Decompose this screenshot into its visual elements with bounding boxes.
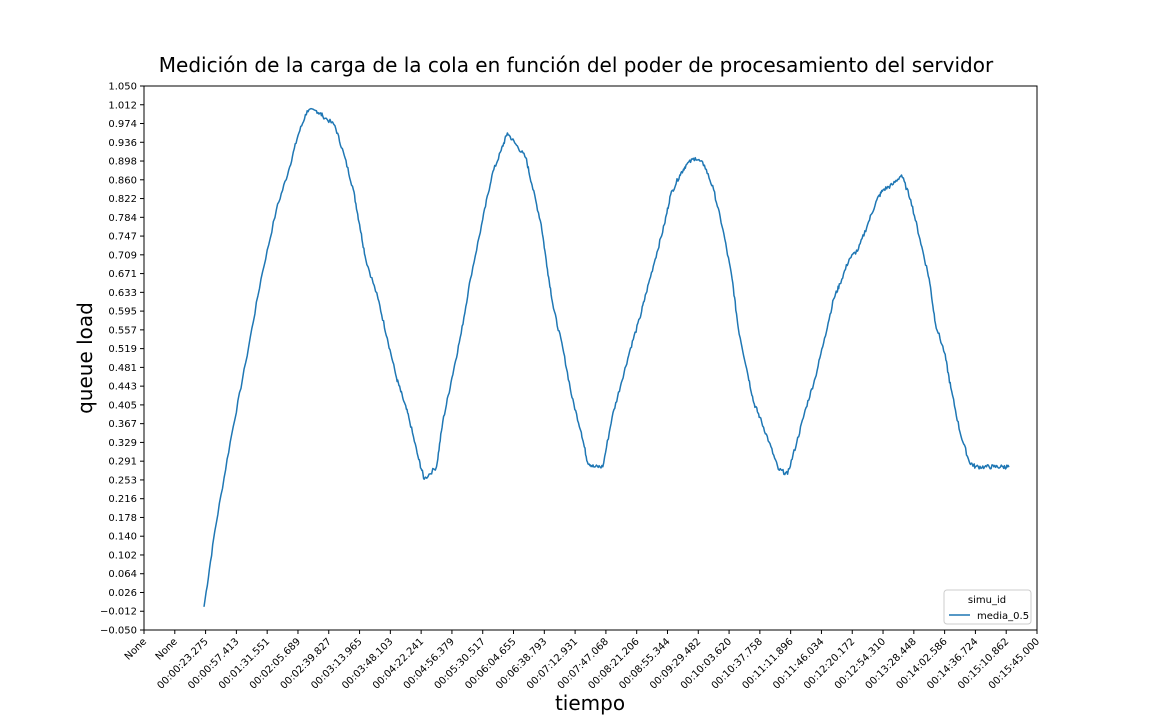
y-axis: −0.050 −0.012 0.026 0.064 0.102 0.140 0.178 0.2… [100, 82, 144, 637]
y-tick-label: 0.671 [108, 269, 137, 280]
legend: simu_id media_0.5 [943, 589, 1032, 625]
legend-title: simu_id [968, 595, 1006, 606]
y-tick-label: 0.140 [108, 532, 137, 543]
y-tick-label: 0.557 [108, 325, 137, 336]
y-axis-label: queue load [73, 302, 97, 414]
x-tick-label: None [123, 636, 149, 662]
series-layer [203, 107, 1010, 607]
y-tick-label: 1.012 [108, 100, 137, 111]
y-tick-label: 0.178 [108, 513, 137, 524]
y-tick-label: 0.253 [108, 475, 137, 486]
x-axis: None None00:00:23.27500:00:57.41300:01:31… [123, 630, 1042, 692]
y-tick-label: 0.064 [108, 569, 137, 580]
chart-title: Medición de la carga de la cola en funci… [159, 53, 994, 77]
y-tick-label: 0.784 [108, 213, 137, 224]
y-tick-label: 0.709 [108, 250, 137, 261]
y-tick-label: 0.974 [108, 119, 137, 130]
x-tick-label: None [154, 636, 180, 662]
y-tick-label: 0.443 [108, 382, 137, 393]
x-axis-label: tiempo [555, 691, 625, 715]
y-tick-label: 0.747 [108, 232, 137, 243]
y-tick-label: 0.860 [108, 175, 137, 186]
y-tick-label: 0.329 [108, 438, 137, 449]
legend-entry-label: media_0.5 [977, 611, 1029, 622]
y-tick-label: −0.050 [100, 626, 137, 637]
y-tick-label: 0.481 [108, 363, 137, 374]
y-tick-label: 0.595 [108, 307, 137, 318]
y-tick-label: 0.822 [108, 194, 137, 205]
y-tick-label: 0.633 [108, 288, 137, 299]
y-tick-label: 0.519 [108, 344, 137, 355]
y-tick-label: 0.291 [108, 457, 137, 468]
y-tick-label: 0.026 [108, 588, 137, 599]
y-tick-label: 1.050 [108, 82, 137, 93]
series-line-media_0.5 [203, 107, 1010, 607]
y-tick-label: 0.102 [108, 550, 137, 561]
y-tick-label: 0.216 [108, 494, 137, 505]
y-tick-label: −0.012 [100, 607, 137, 618]
plot-area-frame [143, 85, 1038, 631]
y-tick-label: 0.405 [108, 400, 137, 411]
y-tick-label: 0.898 [108, 157, 137, 168]
y-tick-label: 0.936 [108, 138, 137, 149]
y-tick-label: 0.367 [108, 419, 137, 430]
